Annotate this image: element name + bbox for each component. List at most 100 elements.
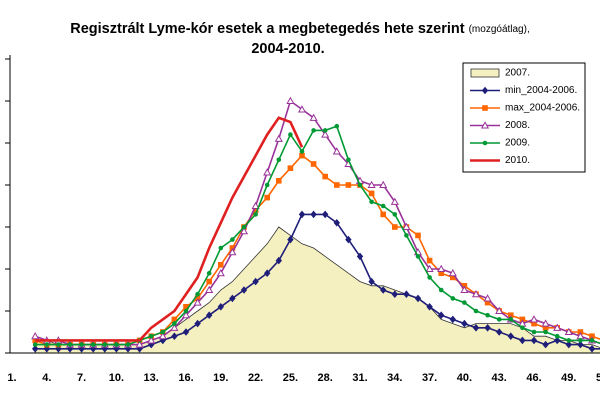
- marker: [541, 319, 550, 327]
- marker: [390, 197, 399, 205]
- legend-swatch: [470, 68, 500, 78]
- marker: [252, 277, 259, 286]
- marker: [392, 224, 398, 230]
- marker: [275, 256, 282, 265]
- marker: [483, 294, 492, 302]
- marker: [427, 275, 432, 280]
- marker: [462, 300, 467, 305]
- marker: [380, 286, 387, 294]
- marker: [31, 331, 40, 340]
- marker: [482, 105, 488, 111]
- marker: [276, 157, 282, 163]
- marker: [56, 342, 61, 347]
- marker: [471, 289, 481, 298]
- marker: [310, 210, 317, 219]
- marker: [426, 303, 433, 311]
- marker: [195, 291, 200, 297]
- marker: [529, 315, 539, 323]
- marker: [311, 128, 316, 133]
- marker: [391, 290, 398, 298]
- marker: [519, 336, 526, 345]
- marker: [264, 269, 271, 277]
- marker: [438, 287, 444, 293]
- marker: [542, 340, 549, 349]
- marker: [496, 317, 502, 322]
- marker: [114, 342, 119, 347]
- marker: [495, 306, 504, 315]
- legend: 2007. min_2004-2006. max_2004-2006. 2008. 20…: [462, 62, 586, 173]
- marker: [438, 270, 444, 276]
- marker: [90, 342, 96, 347]
- title-note: (mozgóátlag),: [469, 24, 530, 35]
- marker: [298, 210, 306, 219]
- legend-label: min_2004-2006.: [505, 85, 577, 96]
- title-main: Regisztrált Lyme-kór esetek a megbeteged…: [70, 21, 465, 37]
- marker: [356, 252, 364, 261]
- marker: [288, 132, 293, 137]
- x-tick-label: 4.: [42, 372, 51, 384]
- marker: [368, 190, 375, 197]
- marker: [322, 210, 329, 219]
- marker: [206, 270, 212, 276]
- marker: [520, 325, 525, 331]
- marker: [566, 338, 572, 343]
- legend-label: 2009.: [505, 138, 530, 149]
- marker: [367, 180, 376, 189]
- marker: [507, 332, 514, 340]
- marker: [251, 201, 260, 210]
- marker: [565, 340, 572, 349]
- legend-label: 2010.: [505, 155, 530, 166]
- legend-label: 2008.: [505, 120, 530, 131]
- marker: [181, 310, 191, 319]
- marker: [309, 113, 318, 121]
- marker: [369, 199, 374, 205]
- x-tick-label: 37.: [422, 372, 437, 384]
- x-tick-label: 34.: [387, 372, 402, 384]
- x-tick-label: 10.: [109, 372, 124, 384]
- marker: [206, 278, 212, 285]
- plot: 1. 4. 7. 10. 13. 16. 19. 22. 25. 28. 31. 34. 37. 40. 4…: [5, 55, 600, 384]
- marker: [218, 262, 224, 268]
- x-tick-label: 1.: [7, 372, 16, 384]
- marker: [345, 235, 352, 244]
- x-tick-label: 19.: [213, 372, 228, 384]
- marker: [332, 147, 341, 155]
- marker: [241, 224, 247, 230]
- marker: [183, 308, 189, 314]
- chart-title: Regisztrált Lyme-kór esetek a megbeteged…: [70, 21, 529, 37]
- marker: [496, 328, 503, 336]
- marker: [276, 178, 282, 184]
- marker: [402, 222, 411, 231]
- marker: [531, 320, 537, 327]
- x-tick-label: 46.: [526, 372, 541, 384]
- legend-box: [462, 62, 586, 173]
- marker: [357, 182, 363, 188]
- marker: [392, 212, 398, 217]
- marker: [346, 157, 351, 163]
- marker: [216, 268, 225, 277]
- x-tick-label: 49.: [561, 372, 576, 384]
- marker: [404, 233, 409, 238]
- marker: [193, 298, 202, 306]
- marker: [577, 340, 584, 349]
- marker: [554, 336, 561, 345]
- marker: [473, 308, 479, 314]
- marker: [530, 336, 538, 345]
- marker: [287, 235, 294, 244]
- marker: [542, 325, 549, 331]
- marker: [32, 342, 38, 347]
- marker: [229, 294, 236, 303]
- x-tick-label: 7.: [77, 372, 86, 384]
- x-tick-label: 13.: [144, 372, 159, 384]
- marker: [368, 277, 375, 286]
- marker: [43, 345, 50, 353]
- marker: [297, 105, 307, 113]
- marker: [158, 331, 167, 340]
- marker: [564, 327, 573, 336]
- x-tick-label: 40.: [457, 372, 472, 384]
- marker: [264, 182, 270, 188]
- marker: [79, 342, 84, 347]
- x-tick-label: 52.: [596, 372, 600, 384]
- marker: [135, 340, 144, 348]
- marker: [299, 149, 305, 154]
